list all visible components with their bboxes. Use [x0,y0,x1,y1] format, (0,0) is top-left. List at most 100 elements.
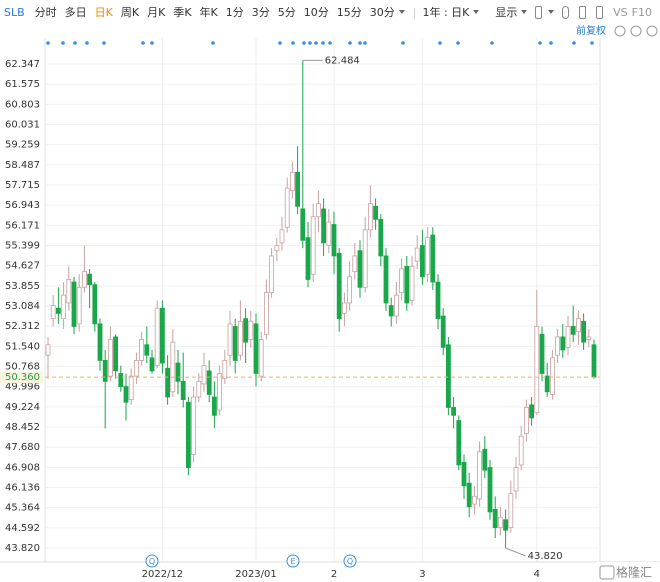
period-tab[interactable]: 周K [120,6,140,19]
candle-body [113,336,118,372]
y-tick-label: 49.224 [5,402,40,413]
candle-body [50,305,56,320]
period-tab[interactable]: 分时 [34,6,57,19]
low-leader [505,547,526,557]
event-dot [321,41,325,45]
x-tick-label: 3 [419,569,425,580]
candle-body [503,519,509,531]
candle-body [102,360,108,382]
event-marker [286,554,300,568]
range-select[interactable]: 1年 : 日K [422,6,470,19]
y-tick-label: 48.452 [5,422,40,433]
dropdown-arrow[interactable] [521,10,528,14]
reset-icon[interactable] [614,25,626,37]
candle-body [550,357,555,395]
candle-body [165,367,171,398]
candle-body [471,495,477,505]
y-tick-label: 53.855 [5,281,40,292]
dropdown-arrow[interactable] [548,10,555,14]
candle-body [123,386,129,403]
period-tab[interactable]: 年K [199,6,218,19]
event-marker-label: E [290,557,295,566]
candle-body [425,237,431,275]
y-tick-label: 46.908 [5,462,40,473]
period-tab[interactable]: 日K [94,6,113,19]
camera-icon[interactable] [579,5,587,19]
candle-body [305,237,311,280]
candle-body [404,265,410,304]
event-dot [538,41,542,45]
candle-body [237,320,243,356]
event-dot [401,41,405,45]
period-tab[interactable]: 15分 [336,6,362,19]
dropdown-arrow[interactable] [398,10,405,14]
candle-body [586,336,592,340]
candle-body [419,245,425,278]
candle-body [378,218,384,257]
candle-body [518,435,524,466]
event-dot [549,41,553,45]
candle-body [284,187,290,228]
candle-body [128,375,134,401]
dropdown-arrow[interactable] [473,10,480,14]
compare-button[interactable]: VS [613,5,628,19]
last-price-tag [0,371,43,384]
candle-body [139,339,145,361]
event-dot [278,41,282,45]
period-tab[interactable]: 1分 [225,6,244,19]
symbol[interactable]: SLB [4,5,25,19]
y-tick-label: 47.680 [5,442,40,453]
display-select[interactable]: 显示 [495,6,518,19]
period-tab[interactable]: 5分 [277,6,296,19]
f10-button[interactable]: F10 [631,5,652,19]
event-dot [141,41,145,45]
event-dot [490,41,494,45]
event-dot [348,41,352,45]
period-tab[interactable]: 月K [147,6,166,19]
candle-body [196,380,202,398]
candle-body [97,323,103,361]
candle-body [253,323,259,374]
candle-body [243,318,249,343]
candle-body [61,294,66,320]
period-tab[interactable]: 3分 [251,6,270,19]
candle-body [300,208,306,241]
tabs: 分时 多日 日K 周K 月K 季K 年K 1分 3分 5分 10分 15分 30分 [35,4,403,20]
period-tab[interactable]: 多日 [64,6,87,19]
candle-body [175,362,181,382]
watermark-bg [596,562,660,582]
candle-body [524,407,529,434]
period-tab[interactable]: 季K [173,6,192,19]
checkbox[interactable] [535,5,543,19]
event-marker-label: Q [149,557,155,566]
candle-body [440,315,446,348]
y-tick-label: 59.259 [5,140,40,151]
candle-body [336,252,342,320]
y-tick-label: 43.820 [5,543,40,554]
adjust-label[interactable]: 前复权 [576,24,606,37]
candle-body [373,205,379,220]
y-tick-label: 44.592 [5,523,40,534]
event-dot [46,41,50,45]
event-dot [102,41,106,45]
candle-body [180,380,186,401]
y-tick-label: 54.627 [5,261,40,272]
candle-body [87,273,92,286]
zoom-in-icon[interactable] [646,25,658,37]
candle-body [529,404,534,419]
period-tab[interactable]: 30分 [369,6,395,19]
candle-body [326,221,332,246]
last-price-label: 50.360 [5,372,40,383]
settings-icon[interactable] [562,5,570,19]
period-tab[interactable]: 10分 [303,6,329,19]
candle-body [321,208,327,244]
event-dot [302,41,306,45]
candle-body [206,370,212,395]
zoom-out-icon[interactable] [630,25,642,37]
candle-body [357,250,363,288]
candle-body [222,360,228,380]
candle-body [227,323,233,356]
edit-icon[interactable] [596,5,604,19]
candle-body [555,336,560,356]
y-tick-label: 56.943 [5,200,40,211]
